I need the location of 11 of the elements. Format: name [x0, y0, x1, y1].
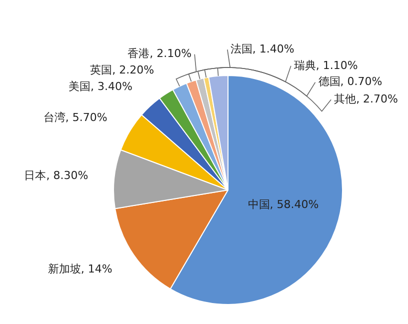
- slice-label: 其他, 2.70%: [334, 92, 398, 106]
- slice-label: 中国, 58.40%: [248, 198, 319, 211]
- slice-label: 香港, 2.10%: [128, 47, 192, 60]
- slice-label: 美国, 3.40%: [68, 80, 132, 93]
- slice-label: 英国, 2.20%: [90, 63, 154, 76]
- slice-label: 日本, 8.30%: [24, 169, 88, 182]
- slice-label: 瑞典, 1.10%: [294, 58, 358, 72]
- slice-label: 台湾, 5.70%: [43, 110, 108, 124]
- slice-label: 新加坡, 14%: [48, 262, 112, 276]
- slice-label: 法国, 1.40%: [230, 42, 294, 56]
- slice-label: 德国, 0.70%: [318, 75, 382, 88]
